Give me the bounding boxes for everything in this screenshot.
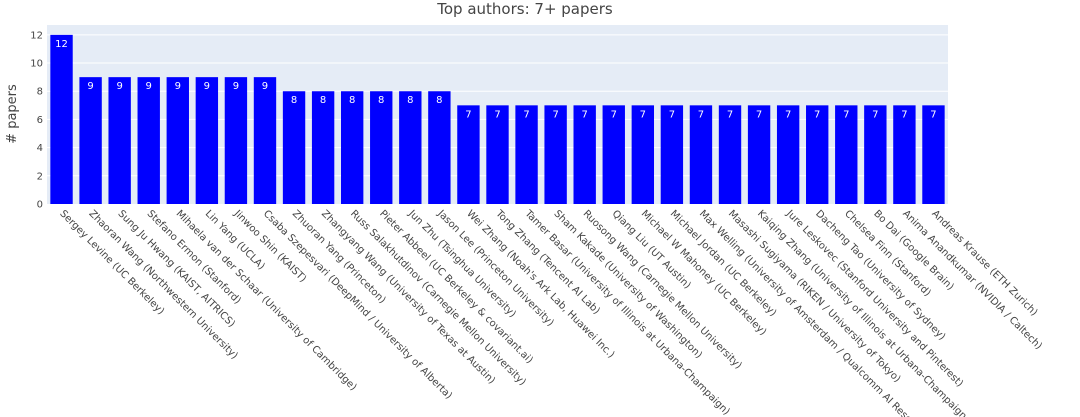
bar xyxy=(631,105,655,204)
bar xyxy=(79,77,102,204)
bar-value-label: 9 xyxy=(204,81,210,92)
bar-value-label: 7 xyxy=(756,109,762,120)
bar xyxy=(776,105,800,204)
bar-value-label: 8 xyxy=(436,95,442,106)
bar xyxy=(806,105,829,204)
y-tick-label: 2 xyxy=(37,171,43,182)
y-tick-label: 10 xyxy=(30,59,43,70)
x-tick-label: Andreas Krause (ETH Zurich) xyxy=(929,208,1039,318)
bar-value-label: 8 xyxy=(407,95,413,106)
bar-value-label: 7 xyxy=(843,109,849,120)
bar-value-label: 7 xyxy=(582,109,588,120)
bar-value-label: 7 xyxy=(640,109,646,120)
y-tick-label: 8 xyxy=(37,87,43,98)
bar xyxy=(340,91,364,204)
bar-value-label: 7 xyxy=(698,109,704,120)
y-axis-title: # papers xyxy=(5,84,20,144)
bar-value-label: 7 xyxy=(785,109,791,120)
bar xyxy=(311,91,335,204)
bar xyxy=(166,77,189,204)
bar-value-label: 7 xyxy=(872,109,878,120)
bars xyxy=(50,34,945,204)
bar xyxy=(602,105,625,204)
bar xyxy=(486,105,509,204)
bar-value-label: 7 xyxy=(669,109,675,120)
bar-value-labels: 12 9 9 9 9 9 9 9 8 8 8 8 8 8 7 7 7 7 7 7 7 7 7 7 7 7 7 7 7 7 7 xyxy=(55,39,936,120)
bar xyxy=(428,91,451,204)
bar xyxy=(457,105,480,204)
bar xyxy=(893,105,916,204)
y-tick-label: 6 xyxy=(37,115,43,126)
bar xyxy=(137,77,160,204)
y-axis-ticks: 0 2 4 6 8 10 12 xyxy=(30,30,43,210)
bar-value-label: 9 xyxy=(233,81,239,92)
bar-value-label: 9 xyxy=(146,81,152,92)
bar-value-label: 9 xyxy=(175,81,181,92)
bar xyxy=(718,105,742,204)
bar-value-label: 8 xyxy=(291,95,297,106)
bar-value-label: 7 xyxy=(901,109,907,120)
bar-value-label: 9 xyxy=(262,81,268,92)
x-tick-label: Csaba Szepesvari (DeepMind / University … xyxy=(261,208,454,401)
bar xyxy=(573,105,596,204)
x-tick-label: Kaiqing Zhang (University of Illinois at… xyxy=(755,208,974,417)
bar xyxy=(370,91,393,204)
bar-value-label: 7 xyxy=(930,109,936,120)
bar xyxy=(689,105,713,204)
bar xyxy=(195,77,219,204)
bar xyxy=(660,105,684,204)
bar xyxy=(747,105,771,204)
bar xyxy=(515,105,538,204)
bar xyxy=(282,91,306,204)
bar-value-label: 7 xyxy=(611,109,617,120)
y-tick-label: 4 xyxy=(37,143,43,154)
bar-value-label: 9 xyxy=(87,81,93,92)
bar-value-label: 7 xyxy=(465,109,471,120)
bar xyxy=(224,77,248,204)
bar-value-label: 8 xyxy=(320,95,326,106)
bar-value-label: 8 xyxy=(349,95,355,106)
bar xyxy=(835,105,858,204)
bar xyxy=(253,77,277,204)
chart-title: Top authors: 7+ papers xyxy=(436,0,613,18)
x-tick-label: Michael Jordan (UC Berkeley) xyxy=(668,208,779,319)
bar-value-label: 7 xyxy=(814,109,820,120)
bar xyxy=(922,105,945,204)
y-tick-label: 12 xyxy=(30,30,43,41)
bar-value-label: 7 xyxy=(552,109,558,120)
bar-value-label: 9 xyxy=(116,81,122,92)
bar-value-label: 8 xyxy=(378,95,384,106)
bar-value-label: 12 xyxy=(55,39,68,50)
y-tick-label: 0 xyxy=(37,200,43,211)
bar xyxy=(50,34,73,204)
bar-value-label: 7 xyxy=(494,109,500,120)
x-axis-ticks: Sergey Levine (UC Berkeley)Zhaoran Wang … xyxy=(57,208,1044,417)
bar xyxy=(544,105,567,204)
bar xyxy=(108,77,131,204)
bar-value-label: 7 xyxy=(523,109,529,120)
bar-value-label: 7 xyxy=(727,109,733,120)
bar xyxy=(864,105,887,204)
bar xyxy=(399,91,422,204)
